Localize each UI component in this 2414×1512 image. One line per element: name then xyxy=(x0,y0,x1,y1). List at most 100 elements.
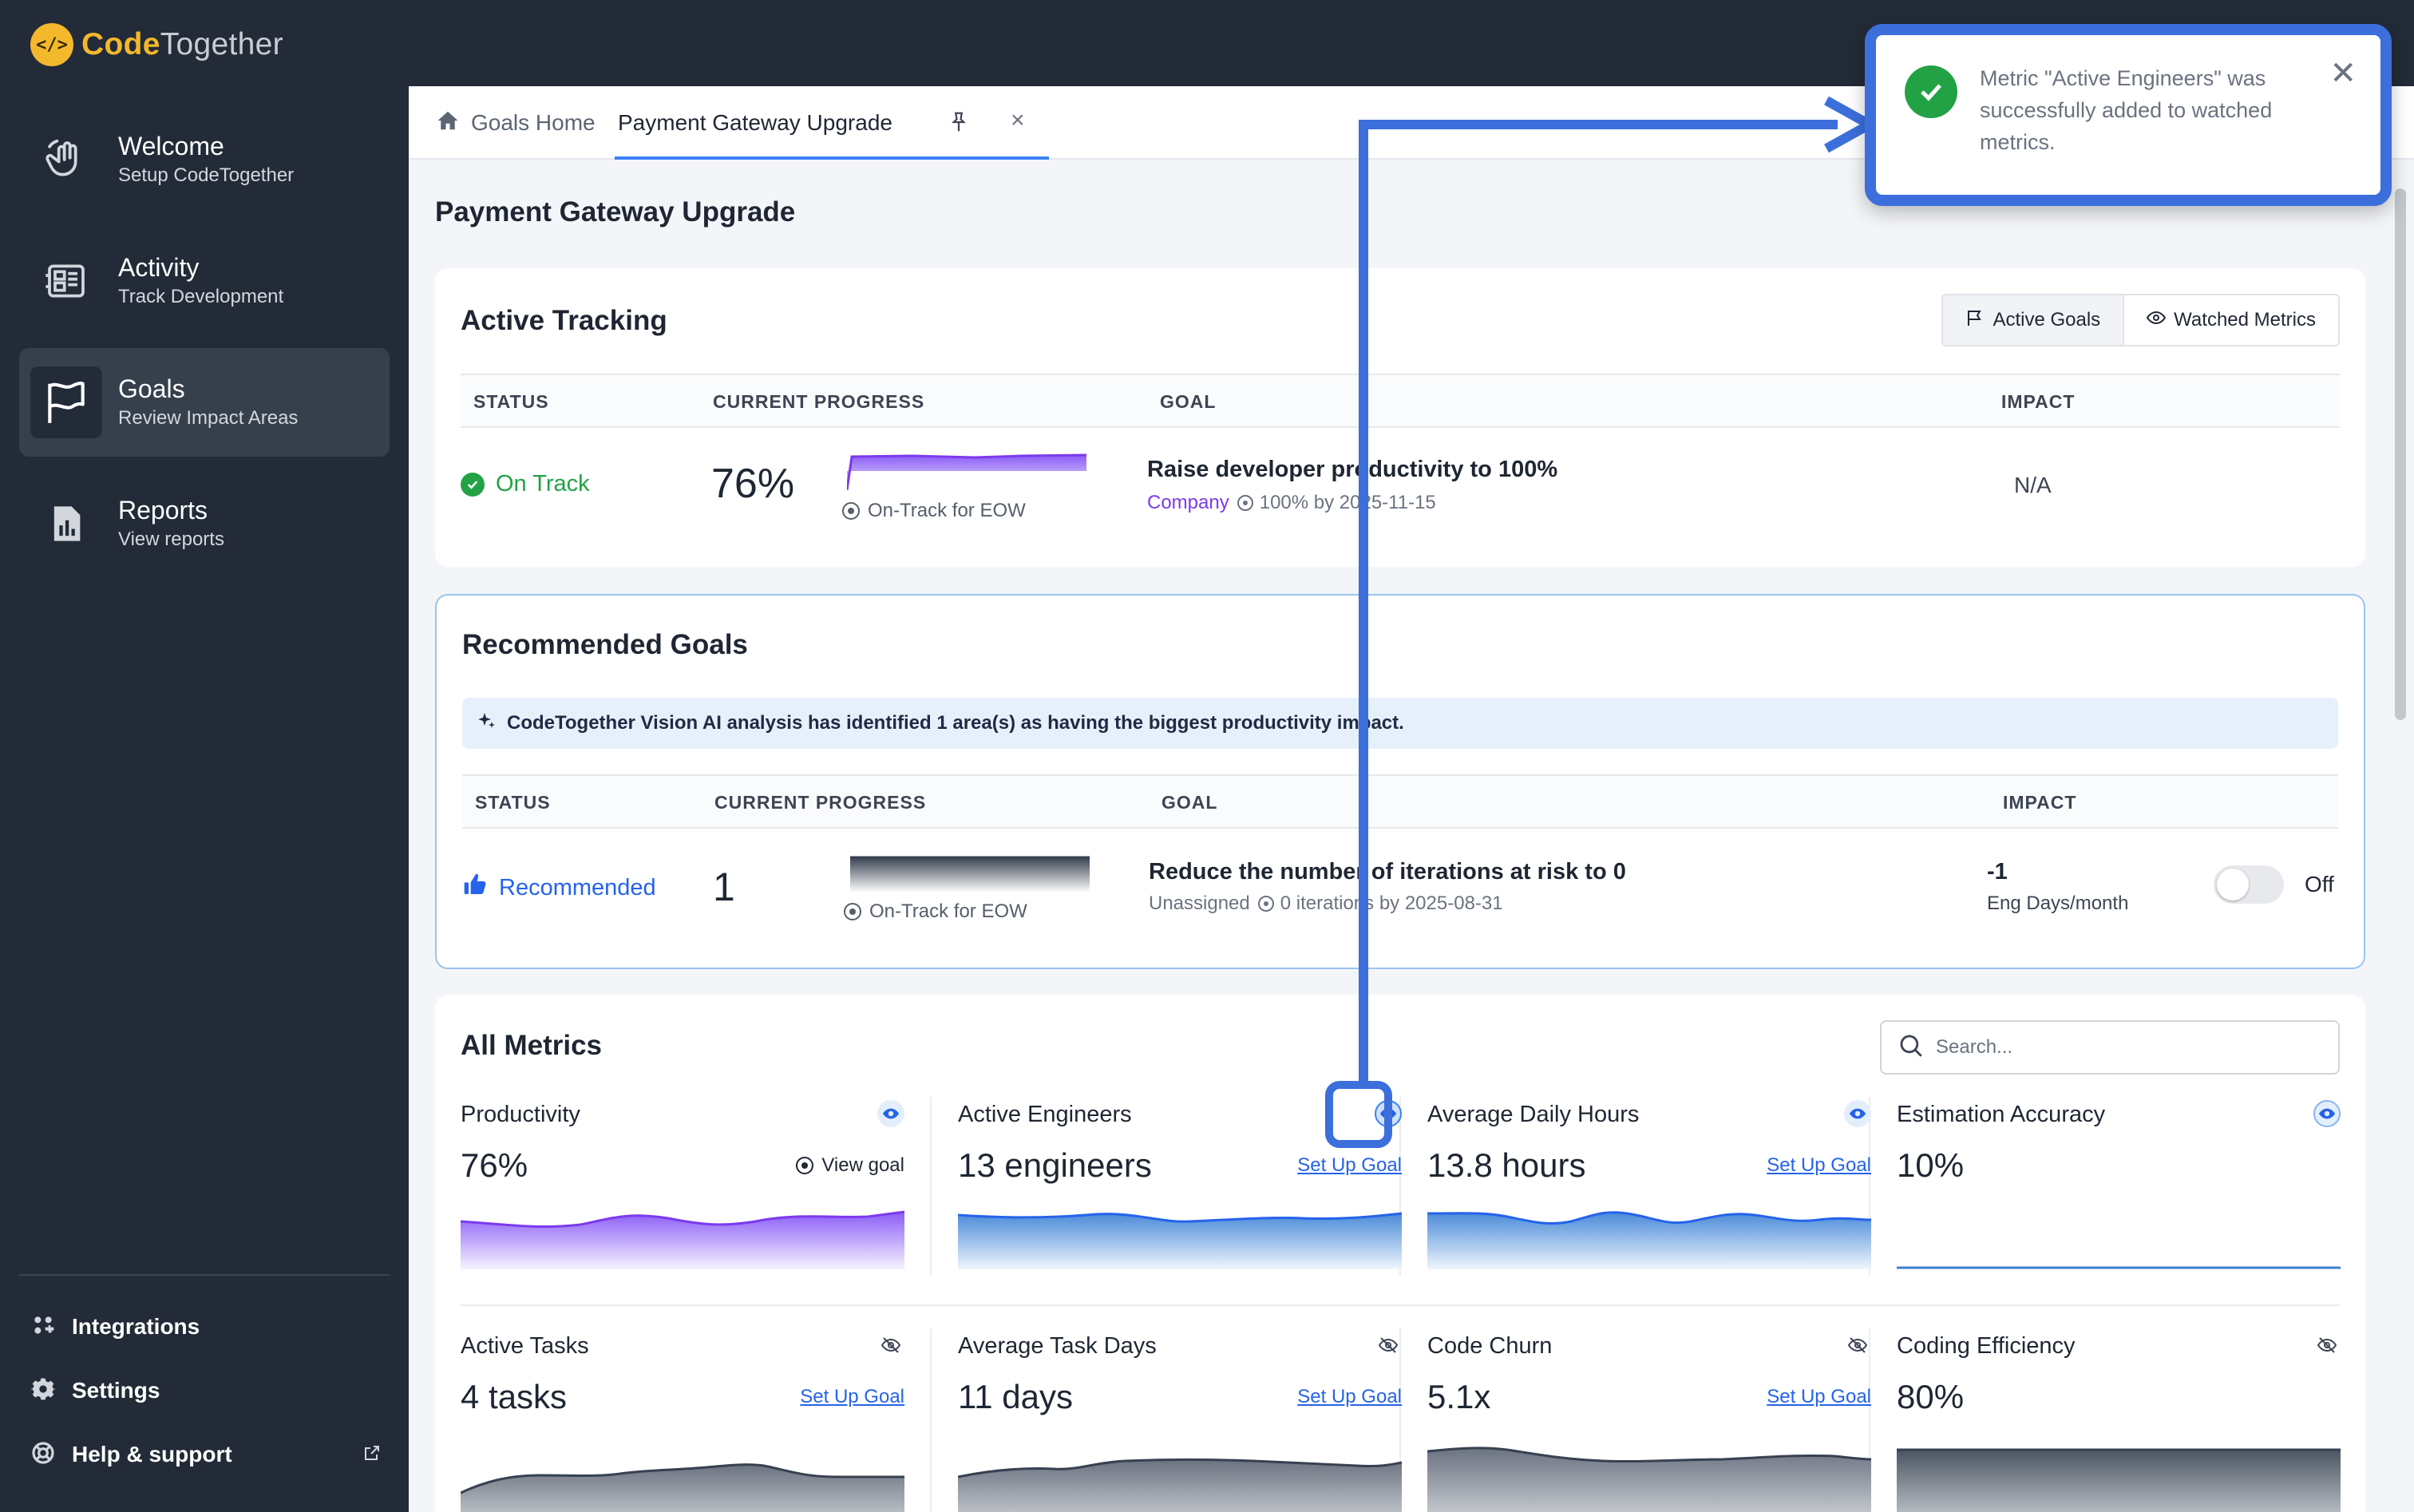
eye-off-icon[interactable] xyxy=(877,1332,904,1359)
view-goal-link[interactable]: View goal xyxy=(796,1154,904,1177)
metric-name: Coding Efficiency xyxy=(1897,1333,2076,1359)
annotation-arrow-line xyxy=(1359,120,1368,1086)
sidebar-item-welcome[interactable]: Welcome Setup CodeTogether xyxy=(19,105,390,214)
goal-title[interactable]: Reduce the number of iterations at risk … xyxy=(1149,859,1626,885)
watched-metrics-button[interactable]: Watched Metrics xyxy=(2124,295,2338,345)
metric-value: 11 days xyxy=(958,1378,1073,1415)
metric-name: Active Engineers xyxy=(958,1102,1132,1127)
progress-sparkline xyxy=(850,856,1090,893)
metric-card-coding-efficiency[interactable]: Coding Efficiency 80% xyxy=(1897,1333,2341,1512)
active-tracking-title: Active Tracking xyxy=(461,305,667,336)
integrations-icon xyxy=(30,1312,56,1342)
metric-card-average-daily-hours[interactable]: Average Daily Hours 13.8 hours Set Up Go… xyxy=(1427,1100,1871,1317)
goal-target: 0 iterations by 2025-08-31 xyxy=(1280,893,1503,914)
set-up-goal-link[interactable]: Set Up Goal xyxy=(1767,1154,1871,1176)
target-icon xyxy=(1237,495,1253,511)
metric-name: Code Churn xyxy=(1427,1333,1553,1359)
eye-off-icon[interactable] xyxy=(2313,1332,2341,1359)
eye-off-icon[interactable] xyxy=(1844,1332,1871,1359)
sidebar-item-title: Reports xyxy=(118,496,208,524)
sidebar-item-title: Goals xyxy=(118,374,185,403)
metric-card-productivity[interactable]: Productivity 76% View goal xyxy=(461,1100,904,1317)
metric-card-code-churn[interactable]: Code Churn 5.1x Set Up Goal xyxy=(1427,1333,1871,1512)
forecast-label: On-Track for EOW xyxy=(844,900,1027,923)
sidebar-item-activity[interactable]: Activity Track Development xyxy=(19,227,390,335)
metric-card-average-task-days[interactable]: Average Task Days 11 days Set Up Goal xyxy=(958,1333,1402,1512)
sidebar-item-help[interactable]: Help & support xyxy=(30,1432,382,1477)
column-goal: GOAL xyxy=(1161,792,1218,813)
column-goal: GOAL xyxy=(1160,391,1217,412)
scrollbar-thumb[interactable] xyxy=(2395,188,2406,720)
column-progress: CURRENT PROGRESS xyxy=(714,792,927,813)
success-toast: Metric "Active Engineers" was successful… xyxy=(1865,24,2392,206)
search-input[interactable] xyxy=(1936,1036,2311,1059)
goal-title[interactable]: Raise developer productivity to 100% xyxy=(1147,457,1558,482)
metric-card-active-engineers[interactable]: Active Engineers 13 engineers Set Up Goa… xyxy=(958,1100,1402,1317)
metric-sparkline xyxy=(461,1463,904,1512)
goal-target: 100% by 2025-11-15 xyxy=(1259,492,1436,513)
tab-payment-gateway-upgrade[interactable]: Payment Gateway Upgrade xyxy=(618,86,892,160)
column-status: STATUS xyxy=(473,391,549,412)
goal-owner[interactable]: Company xyxy=(1147,492,1229,513)
sidebar-item-integrations[interactable]: Integrations xyxy=(30,1304,382,1349)
activity-icon xyxy=(30,245,102,317)
tab-label: Payment Gateway Upgrade xyxy=(618,110,892,135)
toast-message: Metric "Active Engineers" was successful… xyxy=(1980,66,2273,154)
metric-card-estimation-accuracy[interactable]: Estimation Accuracy 10% xyxy=(1897,1100,2341,1317)
ai-insight-banner: CodeTogether Vision AI analysis has iden… xyxy=(462,698,2338,749)
metrics-search xyxy=(1880,1020,2340,1075)
eye-icon[interactable] xyxy=(877,1100,904,1127)
metric-card-active-tasks[interactable]: Active Tasks 4 tasks Set Up Goal xyxy=(461,1333,904,1512)
sidebar-item-goals[interactable]: Goals Review Impact Areas xyxy=(19,348,390,457)
set-up-goal-link[interactable]: Set Up Goal xyxy=(800,1386,904,1407)
code-brackets-icon: </> xyxy=(30,23,73,66)
recommended-goals-card: Recommended Goals CodeTogether Vision AI… xyxy=(435,594,2365,969)
close-icon[interactable]: ✕ xyxy=(2329,56,2357,91)
set-up-goal-link[interactable]: Set Up Goal xyxy=(1297,1154,1402,1176)
wave-hand-icon xyxy=(30,124,102,196)
app-logo[interactable]: </> CodeTogether xyxy=(30,19,283,70)
metric-value: 13 engineers xyxy=(958,1146,1152,1184)
progress-value: 1 xyxy=(713,865,735,909)
all-metrics-card: All Metrics Productivity 76% View goal A… xyxy=(435,995,2365,1512)
recommended-goals-title: Recommended Goals xyxy=(462,629,748,660)
annotation-arrow-line xyxy=(1359,120,1838,129)
forecast-text: On-Track for EOW xyxy=(869,900,1027,922)
grid-divider xyxy=(1869,1328,1870,1512)
goal-enable-toggle[interactable] xyxy=(2214,865,2284,904)
tab-label: Goals Home xyxy=(471,110,596,135)
eye-off-icon[interactable] xyxy=(1375,1332,1402,1359)
set-up-goal-link[interactable]: Set Up Goal xyxy=(1297,1386,1402,1407)
forecast-text: On-Track for EOW xyxy=(868,500,1026,521)
sidebar-divider xyxy=(19,1274,390,1276)
metric-sparkline xyxy=(1427,1211,1871,1269)
button-label: Watched Metrics xyxy=(2174,309,2316,331)
set-up-goal-link[interactable]: Set Up Goal xyxy=(1767,1386,1871,1407)
flag-icon xyxy=(30,366,102,438)
help-icon xyxy=(30,1440,56,1470)
target-icon xyxy=(796,1157,814,1174)
pin-icon[interactable] xyxy=(947,110,971,134)
annotation-highlight xyxy=(1325,1081,1392,1148)
tab-goals-home[interactable]: Goals Home xyxy=(436,86,596,160)
metric-value: 10% xyxy=(1897,1146,1965,1184)
all-metrics-title: All Metrics xyxy=(461,1030,602,1061)
sidebar-item-label: Help & support xyxy=(72,1442,232,1466)
metric-sparkline xyxy=(1897,1266,2341,1269)
active-goals-button[interactable]: Active Goals xyxy=(1943,295,2125,345)
impact-value: -1 xyxy=(1987,859,2008,885)
eye-icon[interactable] xyxy=(1844,1100,1871,1127)
sidebar-item-subtitle: View reports xyxy=(118,528,224,550)
eye-icon[interactable] xyxy=(2313,1100,2341,1127)
metric-value: 80% xyxy=(1897,1378,1965,1415)
sidebar-item-settings[interactable]: Settings xyxy=(30,1368,382,1413)
close-tab-icon[interactable]: × xyxy=(1011,107,1025,133)
grid-divider xyxy=(1399,1097,1401,1276)
check-circle-icon xyxy=(1905,65,1957,118)
sidebar-item-title: Activity xyxy=(118,253,200,282)
column-impact: IMPACT xyxy=(2001,391,2076,412)
sidebar-item-reports[interactable]: Reports View reports xyxy=(19,469,390,578)
grid-divider xyxy=(930,1097,932,1276)
grid-divider xyxy=(930,1328,932,1512)
impact-unit: Eng Days/month xyxy=(1987,893,2129,914)
